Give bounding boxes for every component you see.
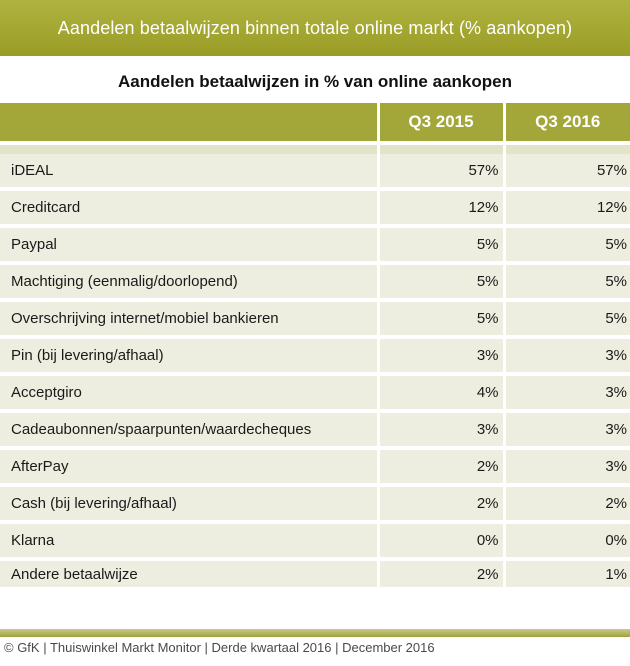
row-value-q3-2016: 3% [502, 372, 630, 411]
row-value-q3-2015: 4% [376, 372, 504, 411]
row-value-q3-2016: 1% [502, 557, 630, 587]
row-label: iDEAL [0, 154, 378, 189]
table-row: Creditcard 12% 12% [0, 187, 630, 226]
row-label: Andere betaalwijze [0, 557, 378, 587]
table-row: Andere betaalwijze 2% 1% [0, 557, 630, 587]
table-header-spacer [0, 141, 630, 154]
row-value-q3-2015: 0% [376, 520, 504, 559]
row-label: Overschrijving internet/mobiel bankieren [0, 298, 378, 337]
row-value-q3-2016: 5% [502, 224, 630, 263]
table-row: iDEAL 57% 57% [0, 154, 630, 189]
row-value-q3-2015: 2% [376, 557, 504, 587]
table-row: Pin (bij levering/afhaal) 3% 3% [0, 335, 630, 374]
row-label: Machtiging (eenmalig/doorlopend) [0, 261, 378, 300]
header-label-column [0, 103, 378, 143]
row-value-q3-2015: 5% [376, 261, 504, 300]
table-row: Overschrijving internet/mobiel bankieren… [0, 298, 630, 337]
row-label: Klarna [0, 520, 378, 559]
table-subtitle: Aandelen betaalwijzen in % van online aa… [118, 72, 512, 91]
slide-title-banner: Aandelen betaalwijzen binnen totale onli… [0, 0, 630, 56]
header-q3-2016: Q3 2016 [502, 103, 630, 143]
payment-methods-table: Q3 2015 Q3 2016 iDEAL 57% 57% Creditcard 12%… [0, 103, 630, 587]
table-row: Cash (bij levering/afhaal) 2% 2% [0, 483, 630, 522]
row-label: Cash (bij levering/afhaal) [0, 483, 378, 522]
row-value-q3-2015: 57% [376, 154, 504, 189]
table-row: Klarna 0% 0% [0, 520, 630, 559]
row-label: Pin (bij levering/afhaal) [0, 335, 378, 374]
footer-credit: © GfK | Thuiswinkel Markt Monitor | Derd… [4, 640, 435, 655]
table-header-row: Q3 2015 Q3 2016 [0, 103, 630, 143]
row-label: AfterPay [0, 446, 378, 485]
row-value-q3-2016: 0% [502, 520, 630, 559]
table-body: iDEAL 57% 57% Creditcard 12% 12% Paypal 5% 5% Mac… [0, 141, 630, 587]
table-row: Cadeaubonnen/spaarpunten/waardecheques 3%… [0, 409, 630, 448]
row-value-q3-2015: 12% [376, 187, 504, 226]
row-value-q3-2016: 57% [502, 154, 630, 189]
row-label: Cadeaubonnen/spaarpunten/waardecheques [0, 409, 378, 448]
table-row: AfterPay 2% 3% [0, 446, 630, 485]
table-row: Acceptgiro 4% 3% [0, 372, 630, 411]
row-value-q3-2016: 5% [502, 298, 630, 337]
row-label: Paypal [0, 224, 378, 263]
row-value-q3-2015: 3% [376, 335, 504, 374]
row-value-q3-2016: 3% [502, 335, 630, 374]
slide-title: Aandelen betaalwijzen binnen totale onli… [57, 17, 573, 38]
row-value-q3-2015: 2% [376, 446, 504, 485]
table-row: Machtiging (eenmalig/doorlopend) 5% 5% [0, 261, 630, 300]
row-value-q3-2016: 2% [502, 483, 630, 522]
row-value-q3-2016: 5% [502, 261, 630, 300]
table-row: Paypal 5% 5% [0, 224, 630, 263]
row-value-q3-2015: 3% [376, 409, 504, 448]
row-value-q3-2016: 3% [502, 409, 630, 448]
row-value-q3-2016: 12% [502, 187, 630, 226]
row-value-q3-2015: 2% [376, 483, 504, 522]
row-label: Creditcard [0, 187, 378, 226]
footer-band [0, 629, 630, 637]
row-value-q3-2015: 5% [376, 224, 504, 263]
row-label: Acceptgiro [0, 372, 378, 411]
row-value-q3-2016: 3% [502, 446, 630, 485]
header-q3-2015: Q3 2015 [376, 103, 504, 143]
row-value-q3-2015: 5% [376, 298, 504, 337]
